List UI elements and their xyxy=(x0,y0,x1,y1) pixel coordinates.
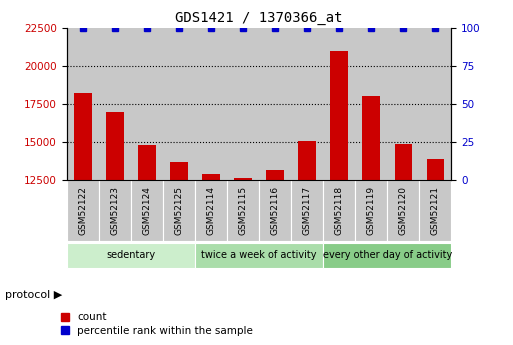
Text: GSM52117: GSM52117 xyxy=(303,186,312,235)
Bar xyxy=(195,180,227,241)
Text: protocol ▶: protocol ▶ xyxy=(5,290,63,300)
Bar xyxy=(67,180,98,241)
Text: GSM52119: GSM52119 xyxy=(367,186,376,235)
Text: GSM52123: GSM52123 xyxy=(110,186,120,235)
Bar xyxy=(67,243,195,268)
Bar xyxy=(330,50,348,180)
Bar xyxy=(363,96,380,180)
Text: every other day of activity: every other day of activity xyxy=(323,250,452,260)
Bar xyxy=(291,180,323,241)
Text: GSM52122: GSM52122 xyxy=(78,186,87,235)
Text: GSM52115: GSM52115 xyxy=(239,186,248,235)
Bar xyxy=(234,178,252,180)
Bar xyxy=(266,170,284,180)
Bar xyxy=(227,28,259,180)
Bar xyxy=(138,145,155,180)
Text: twice a week of activity: twice a week of activity xyxy=(201,250,317,260)
Bar xyxy=(420,180,451,241)
Bar xyxy=(131,180,163,241)
Text: GSM52121: GSM52121 xyxy=(431,186,440,235)
Bar xyxy=(420,28,451,180)
Bar xyxy=(323,180,355,241)
Bar xyxy=(98,180,131,241)
Bar xyxy=(227,180,259,241)
Bar xyxy=(323,28,355,180)
Text: GSM52125: GSM52125 xyxy=(174,186,184,235)
Bar xyxy=(163,180,195,241)
Bar xyxy=(131,28,163,180)
Bar xyxy=(106,111,124,180)
Bar xyxy=(427,159,444,180)
Bar xyxy=(170,162,188,180)
Bar xyxy=(74,93,91,180)
Text: GSM52118: GSM52118 xyxy=(334,186,344,235)
Bar xyxy=(355,180,387,241)
Bar xyxy=(195,28,227,180)
Bar xyxy=(387,180,420,241)
Bar xyxy=(394,144,412,180)
Bar xyxy=(299,140,316,180)
Bar xyxy=(202,174,220,180)
Bar xyxy=(259,180,291,241)
Legend: count, percentile rank within the sample: count, percentile rank within the sample xyxy=(56,308,258,340)
Title: GDS1421 / 1370366_at: GDS1421 / 1370366_at xyxy=(175,11,343,25)
Bar xyxy=(355,28,387,180)
Text: sedentary: sedentary xyxy=(106,250,155,260)
Bar xyxy=(98,28,131,180)
Text: GSM52124: GSM52124 xyxy=(142,186,151,235)
Bar xyxy=(163,28,195,180)
Text: GSM52116: GSM52116 xyxy=(270,186,280,235)
Bar xyxy=(195,243,323,268)
Bar xyxy=(67,28,98,180)
Bar xyxy=(387,28,420,180)
Text: GSM52120: GSM52120 xyxy=(399,186,408,235)
Text: GSM52114: GSM52114 xyxy=(206,186,215,235)
Bar xyxy=(259,28,291,180)
Bar xyxy=(323,243,451,268)
Bar xyxy=(291,28,323,180)
